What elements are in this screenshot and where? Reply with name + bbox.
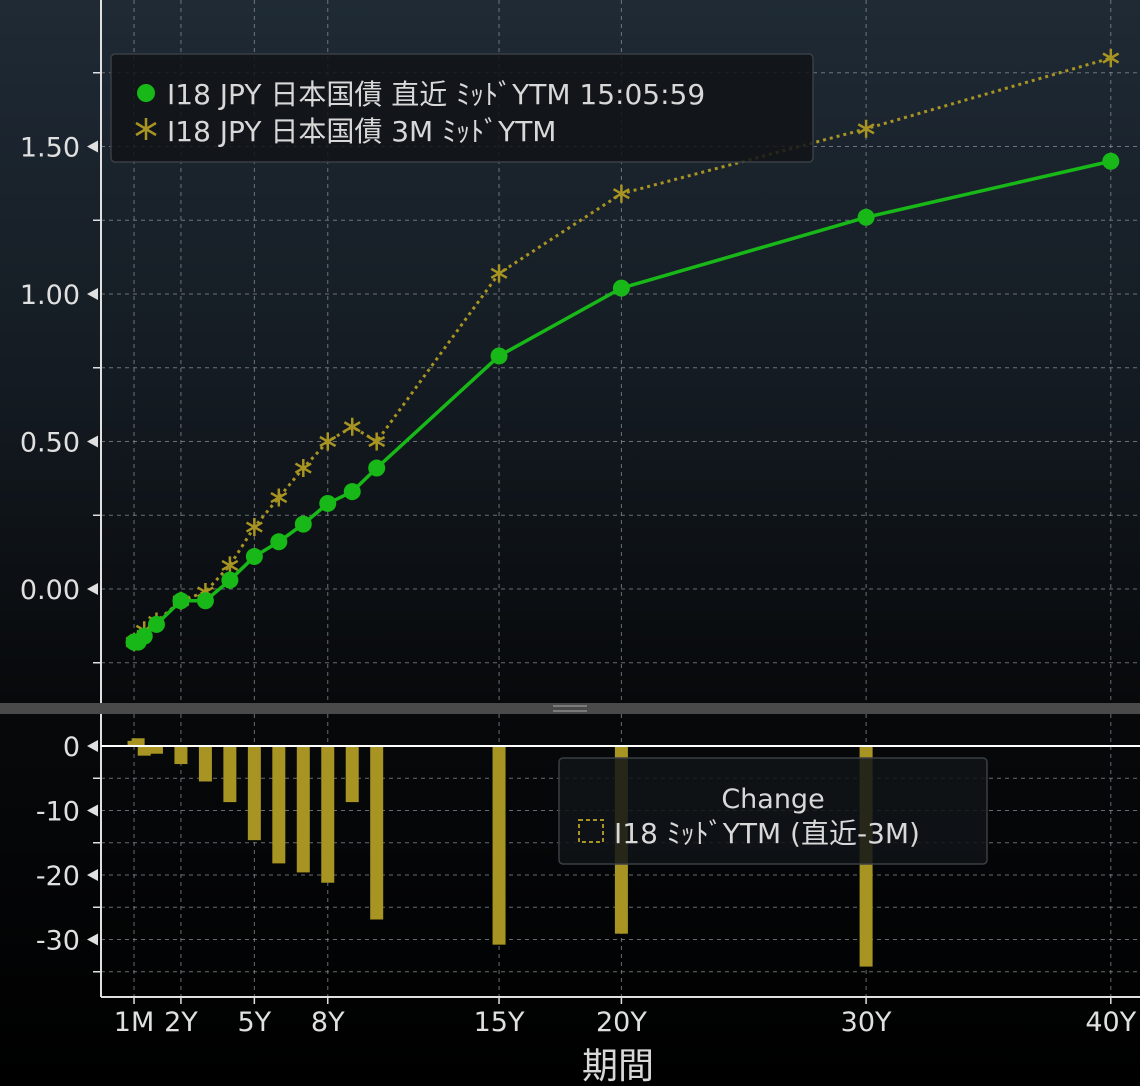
legend-marker-3m	[135, 118, 157, 140]
change-bar	[223, 746, 237, 803]
bottom-y-tick-mark	[87, 933, 98, 946]
series-latest-point	[612, 279, 630, 297]
top-legend: I18 JPY 日本国債 直近 ﾐｯﾄﾞYTM 15:05:59 I18 JPY…	[110, 53, 814, 163]
change-bar	[296, 746, 310, 873]
series-3m-point	[245, 518, 263, 537]
x-axis-ticks: 1M 2Y 5Y 8Y 15Y 20Y 30Y 40Y	[114, 997, 1137, 1038]
top-y-axis: 1.50 1.00 0.50 0.00	[20, 0, 102, 703]
x-axis-title: 期間	[582, 1046, 654, 1086]
bottom-legend-box	[558, 757, 988, 865]
series-latest-point	[319, 494, 337, 512]
change-bar	[137, 746, 151, 756]
change-bar	[198, 746, 212, 782]
change-bar	[321, 746, 335, 883]
series-latest-point	[245, 548, 263, 566]
series-latest-point	[857, 208, 875, 226]
x-tick-label: 20Y	[596, 1007, 647, 1038]
change-bar	[174, 746, 188, 765]
legend-label-latest: I18 JPY 日本国債 直近 ﾐｯﾄﾞYTM 15:05:59	[167, 78, 705, 111]
series-3m-point	[1102, 49, 1120, 67]
series-3m-point	[343, 417, 361, 436]
series-3m-point	[221, 556, 239, 575]
series-latest-point	[172, 592, 190, 610]
change-bar	[131, 738, 145, 746]
change-bar	[370, 746, 384, 920]
bottom-legend: Change I18 ﾐｯﾄﾞYTM (直近-3M)	[558, 757, 988, 865]
series-3m-point	[612, 184, 630, 203]
bottom-y-tick-label: -30	[36, 926, 80, 957]
top-y-tick-label: 1.00	[20, 280, 80, 311]
legend-marker-latest	[137, 84, 155, 102]
legend-label-3m: I18 JPY 日本国債 3M ﾐｯﾄﾞYTM	[167, 115, 556, 148]
top-y-tick-mark	[87, 435, 98, 448]
change-bar	[247, 746, 261, 841]
x-tick-label: 2Y	[164, 1007, 198, 1038]
series-latest-point	[270, 533, 288, 551]
change-bar	[272, 746, 286, 864]
series-3m-point	[490, 264, 508, 283]
series-3m-line	[133, 56, 1112, 644]
top-y-tick-label: 1.50	[20, 133, 80, 164]
series-3m-point	[368, 432, 386, 451]
series-latest-point	[343, 483, 361, 501]
bottom-y-tick-label: 0	[63, 732, 80, 763]
change-bar	[345, 746, 359, 803]
series-latest-line	[134, 159, 1112, 644]
bottom-y-tick-label: -10	[36, 797, 80, 828]
change-bar	[149, 746, 163, 754]
top-y-tick-label: 0.00	[20, 575, 80, 606]
series-3m-point	[857, 119, 875, 138]
x-tick-label: 5Y	[238, 1007, 272, 1038]
series-3m-point	[319, 432, 337, 451]
top-y-tick-mark	[87, 288, 98, 300]
bottom-y-tick-mark	[87, 804, 98, 817]
series-latest-point	[1102, 152, 1120, 170]
top-y-tick-mark	[87, 140, 98, 153]
top-y-tick-label: 0.50	[20, 428, 80, 459]
top-legend-box	[110, 53, 814, 163]
series-latest-point	[294, 515, 312, 533]
series-3m-point	[294, 459, 312, 478]
series-latest-yield	[125, 152, 1120, 651]
bottom-y-tick-mark	[87, 740, 98, 752]
series-latest-point	[490, 347, 508, 365]
top-grid	[101, 0, 1140, 703]
series-latest-point	[147, 615, 165, 633]
series-latest-point	[221, 571, 239, 589]
x-tick-label: 8Y	[311, 1007, 345, 1038]
legend-marker-change	[578, 819, 604, 843]
bottom-y-tick-mark	[87, 869, 98, 881]
series-latest-point	[368, 459, 386, 477]
top-y-tick-mark	[87, 583, 98, 595]
change-bars	[101, 738, 1140, 967]
change-bar	[492, 746, 506, 945]
panel-splitter[interactable]	[0, 703, 1140, 714]
x-tick-label: 1M	[114, 1007, 154, 1038]
series-latest-point	[135, 627, 153, 645]
x-tick-label: 15Y	[474, 1007, 525, 1038]
x-tick-label: 40Y	[1085, 1007, 1136, 1038]
series-latest-point	[196, 592, 214, 610]
legend-label-change: I18 ﾐｯﾄﾞYTM (直近-3M)	[614, 817, 920, 850]
x-tick-label: 30Y	[841, 1007, 892, 1038]
bottom-legend-title: Change	[721, 784, 824, 815]
bottom-y-tick-label: -20	[36, 861, 80, 892]
series-3m-point	[270, 488, 288, 507]
